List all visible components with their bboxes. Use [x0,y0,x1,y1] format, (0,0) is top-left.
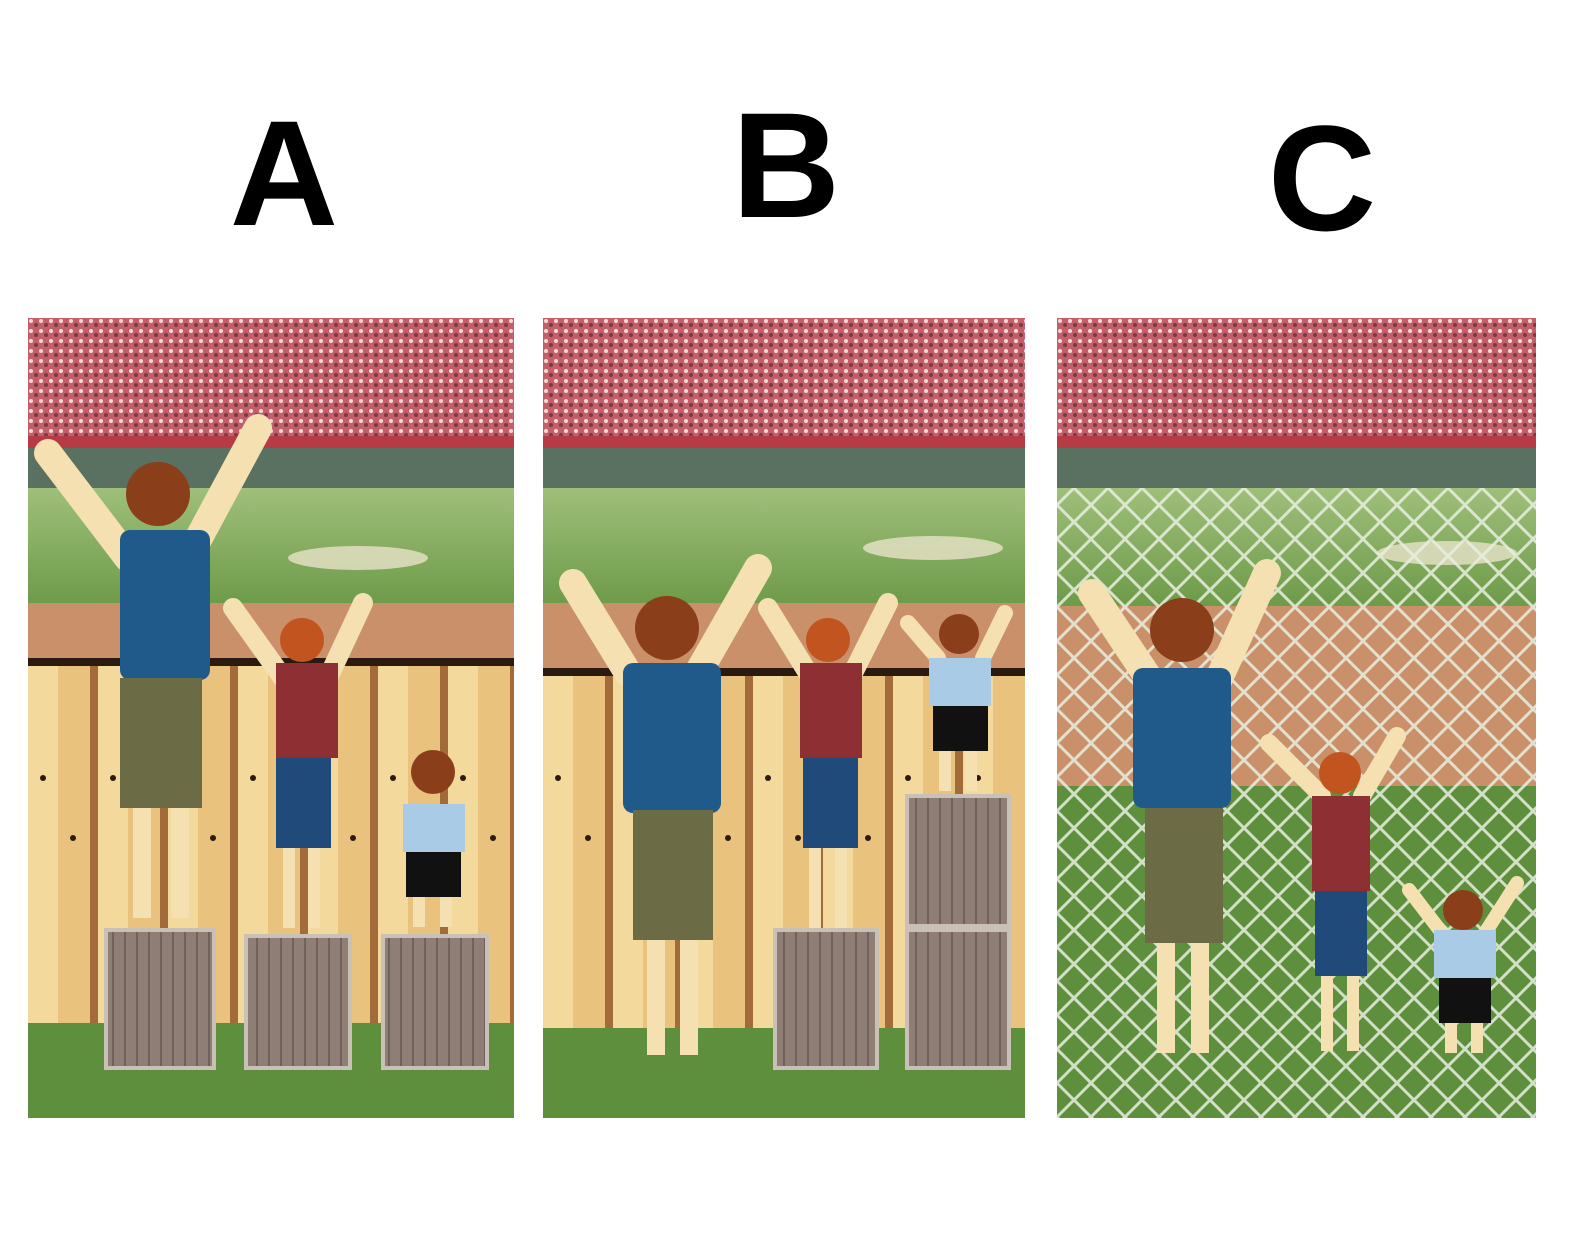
medium-person [758,593,898,928]
crate [244,934,352,1070]
medium-person [1260,727,1406,1051]
panel-a [28,318,514,1118]
short-person [900,605,1013,791]
short-person [403,750,465,927]
tall-person [559,554,772,1055]
crate [905,794,1011,928]
tall-person [1078,559,1281,1053]
crate [905,928,1011,1070]
crate [773,928,879,1070]
medium-person [223,593,373,928]
label-b: B [731,81,841,249]
panel-c [1057,318,1536,1118]
chain-link-fence [1057,488,1536,1118]
crate [104,928,216,1070]
stadium-crowd [28,318,514,443]
short-person [1402,876,1524,1053]
stadium-crowd [1057,318,1536,443]
crate [381,934,489,1070]
stadium-crowd [543,318,1025,443]
panel-b [543,318,1025,1118]
label-a: A [229,89,339,257]
tall-person [34,414,272,918]
label-c: C [1267,94,1377,262]
